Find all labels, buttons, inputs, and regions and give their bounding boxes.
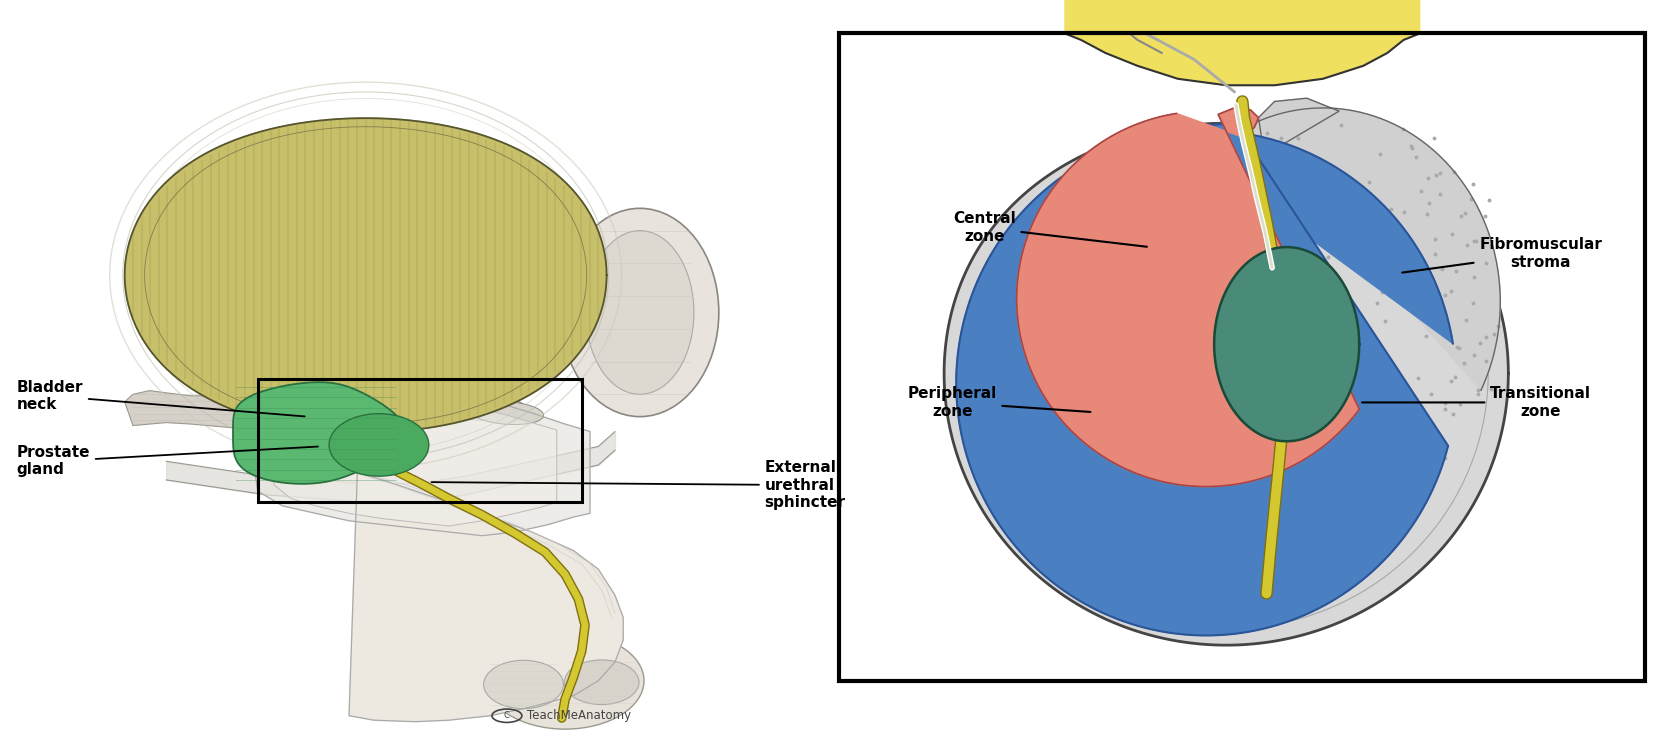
- Polygon shape: [1215, 247, 1360, 441]
- Polygon shape: [349, 472, 623, 722]
- Text: Prostate
gland: Prostate gland: [17, 445, 317, 478]
- Text: Central
zone: Central zone: [952, 211, 1147, 247]
- Ellipse shape: [560, 208, 720, 417]
- Text: Transitional
zone: Transitional zone: [1361, 386, 1591, 419]
- Ellipse shape: [470, 401, 543, 425]
- Polygon shape: [956, 124, 1453, 635]
- Ellipse shape: [487, 632, 645, 729]
- Polygon shape: [125, 391, 299, 428]
- Text: External
urethral
sphincter: External urethral sphincter: [432, 461, 846, 510]
- Polygon shape: [83, 0, 831, 744]
- Ellipse shape: [420, 391, 527, 420]
- Ellipse shape: [484, 661, 563, 708]
- Polygon shape: [329, 414, 429, 476]
- Polygon shape: [125, 118, 607, 432]
- Text: TeachMeAnatomy: TeachMeAnatomy: [527, 709, 632, 722]
- Polygon shape: [1017, 108, 1360, 487]
- Polygon shape: [258, 377, 557, 526]
- Ellipse shape: [565, 660, 638, 705]
- Ellipse shape: [587, 231, 695, 394]
- Text: Bladder
neck: Bladder neck: [17, 379, 304, 417]
- Text: C: C: [504, 711, 510, 720]
- Polygon shape: [233, 382, 406, 484]
- Polygon shape: [944, 124, 1509, 645]
- Text: Fibromuscular
stroma: Fibromuscular stroma: [1403, 237, 1602, 272]
- Bar: [839, 33, 1645, 681]
- Polygon shape: [241, 368, 590, 536]
- Text: Peripheral
zone: Peripheral zone: [907, 386, 1090, 419]
- Polygon shape: [1065, 0, 1419, 86]
- Bar: [839, 33, 1645, 681]
- Polygon shape: [1165, 98, 1501, 391]
- Bar: [258, 379, 582, 502]
